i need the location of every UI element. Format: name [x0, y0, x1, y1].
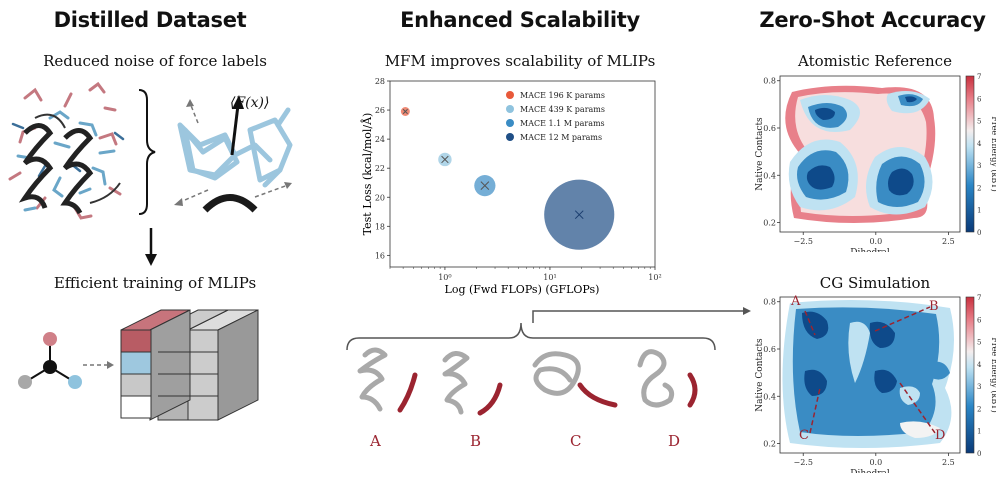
- y-tick-label: 0.6: [763, 345, 776, 354]
- colorbar-tick-label: 1: [977, 428, 981, 436]
- colorbar-tick-label: 5: [977, 118, 981, 126]
- chart-xlabel: Log (Fwd FLOPs) (GFLOPs): [445, 283, 600, 296]
- legend-swatch: [506, 119, 514, 127]
- cg-simulation-title: CG Simulation: [819, 274, 931, 292]
- colorbar-label: Free Energy (kBT): [990, 116, 996, 191]
- colorbar-tick-label: 3: [977, 383, 981, 391]
- y-tick-label: 0.4: [763, 171, 776, 180]
- heading-zero-shot-accuracy: Zero-Shot Accuracy: [759, 8, 986, 32]
- reference-free-energy-plot: −2.5 0.0 2.5 0.2 0.4 0.6 0.8 0 1 2 3 4 5 6 7 Dihedral Na…: [755, 73, 996, 252]
- y-tick-label: 20: [375, 193, 385, 202]
- legend-swatch: [506, 133, 514, 141]
- colorbar-tick-label: 6: [977, 316, 982, 324]
- colorbar-tick-label: 0: [977, 229, 981, 237]
- x-tick-label: 0.0: [869, 458, 882, 467]
- y-tick-label: 0.4: [763, 392, 776, 401]
- y-tick-label: 18: [375, 222, 385, 231]
- noise-title: Reduced noise of force labels: [43, 52, 267, 70]
- y-tick-label: 26: [375, 106, 385, 115]
- colorbar-tick-label: 1: [977, 207, 981, 215]
- y-tick-label: 28: [375, 77, 385, 86]
- scalability-chart: 16 18 20 22 24 26 28 10⁰ 10¹ 10² MACE 196 K param…: [360, 77, 662, 296]
- colorbar-top: [965, 75, 975, 233]
- x-tick-label: −2.5: [794, 237, 813, 246]
- feature-tensor-blocks: [120, 309, 259, 421]
- structures-bracket: [346, 307, 751, 351]
- molecule-graph: [18, 332, 114, 389]
- colorbar-tick-label: 7: [977, 294, 981, 302]
- y-tick-label: 0.8: [763, 77, 776, 86]
- chart-ylabel: Test Loss (kcal/mol/Å): [360, 113, 374, 236]
- heading-distilled-dataset: Distilled Dataset: [53, 8, 247, 32]
- chart-frame: [389, 80, 656, 268]
- protein-structure-image: [8, 81, 125, 220]
- force-average-label: ⟨F(x)⟩: [230, 95, 270, 111]
- cg-free-energy-plot: −2.5 0.0 2.5 0.2 0.4 0.6 0.8 0 1 2 3 4 5 6 7 Dihedral Na…: [755, 294, 996, 473]
- x-tick-label: −2.5: [794, 458, 813, 467]
- structure-label-c: C: [570, 432, 582, 450]
- plot-ylabel: Native Contacts: [755, 338, 765, 412]
- cg-marker-d: D: [935, 428, 946, 443]
- data-point-marker: [441, 155, 449, 164]
- legend-swatch: [506, 105, 514, 113]
- x-tick-label: 0.0: [869, 237, 882, 246]
- colorbar-tick-label: 4: [977, 140, 982, 148]
- structure-label-a: A: [370, 432, 381, 450]
- data-point-marker: [574, 210, 584, 220]
- averaged-force-figure: [174, 95, 293, 213]
- data-point-marker: [402, 108, 408, 115]
- colorbar-tick-label: 3: [977, 162, 981, 170]
- data-point-marker: [480, 181, 490, 190]
- plot-xlabel: Dihedral: [850, 469, 890, 473]
- y-tick-label: 24: [375, 135, 385, 144]
- training-title: Efficient training of MLIPs: [53, 274, 257, 292]
- colorbar-tick-label: 0: [977, 450, 981, 458]
- x-tick-label: 2.5: [942, 237, 955, 246]
- x-tick-label: 10⁰: [438, 273, 451, 282]
- structure-label-d: D: [668, 432, 681, 450]
- plot-xlabel: Dihedral: [850, 248, 890, 252]
- down-arrow: [145, 228, 157, 266]
- structure-label-b: B: [470, 432, 482, 450]
- legend-label: MACE 196 K params: [520, 91, 605, 100]
- legend-label: MACE 12 M params: [520, 133, 602, 142]
- legend-swatch: [506, 91, 514, 99]
- y-tick-label: 0.8: [763, 298, 776, 307]
- cg-marker-c: C: [799, 428, 809, 443]
- colorbar-tick-label: 6: [977, 95, 982, 103]
- x-tick-label: 10¹: [543, 273, 556, 282]
- reference-title: Atomistic Reference: [798, 52, 952, 70]
- y-tick-label: 0.2: [763, 440, 776, 449]
- heading-enhanced-scalability: Enhanced Scalability: [400, 8, 640, 32]
- colorbar-tick-label: 7: [977, 73, 981, 81]
- cg-marker-a: A: [791, 294, 801, 309]
- legend-label: MACE 1.1 M params: [520, 119, 605, 128]
- x-tick-label: 2.5: [942, 458, 955, 467]
- colorbar-label: Free Energy (kBT): [990, 337, 996, 412]
- cg-marker-b: B: [929, 299, 939, 314]
- plot-ylabel: Native Contacts: [755, 117, 765, 191]
- legend-label: MACE 439 K params: [520, 105, 605, 114]
- y-tick-label: 0.6: [763, 124, 776, 133]
- colorbar-tick-label: 2: [977, 405, 981, 413]
- colorbar-tick-label: 2: [977, 184, 981, 192]
- y-tick-label: 22: [375, 164, 385, 173]
- curly-brace: [138, 89, 156, 215]
- colorbar-bottom: [965, 296, 975, 454]
- chart-title: MFM improves scalability of MLIPs: [384, 52, 656, 70]
- colorbar-tick-label: 5: [977, 339, 981, 347]
- y-tick-label: 16: [375, 251, 385, 260]
- colorbar-tick-label: 4: [977, 361, 982, 369]
- y-tick-label: 0.2: [763, 219, 776, 228]
- x-tick-label: 10²: [648, 273, 661, 282]
- cg-structures: [357, 347, 698, 416]
